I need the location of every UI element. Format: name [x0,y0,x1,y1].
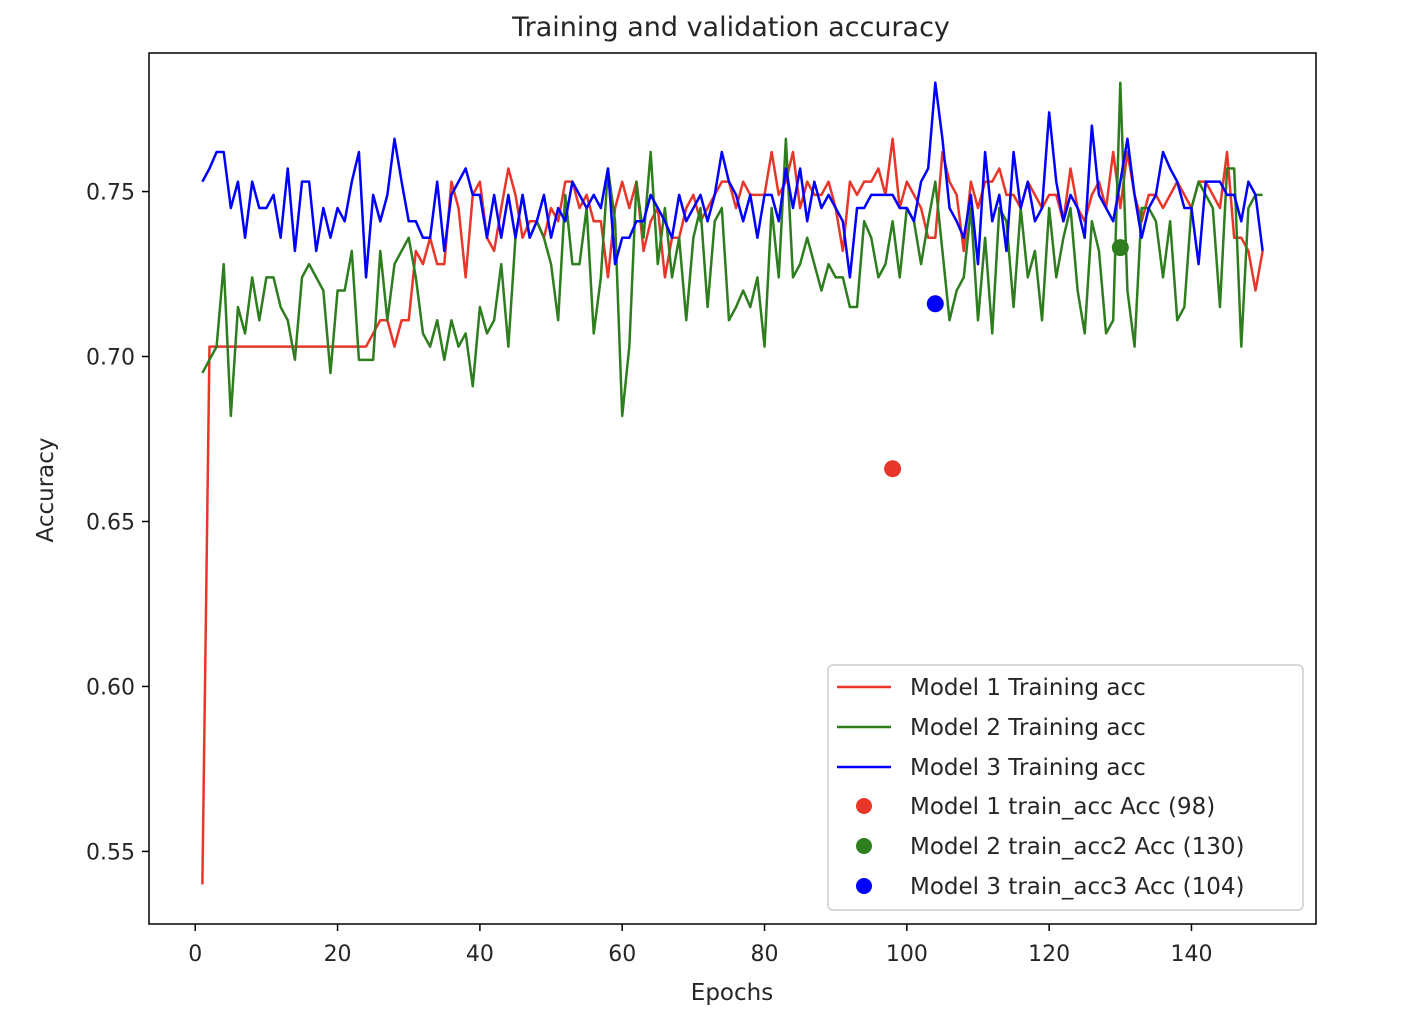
series-line [201,81,1264,279]
highlight-point [1111,239,1129,257]
legend-label: Model 3 train_acc3 Acc (104) [910,874,1244,900]
x-tick-label: 40 [466,942,494,967]
y-tick-label: 0.65 [86,510,135,535]
x-tick-label: 60 [608,942,636,967]
y-tick-label: 0.70 [86,346,135,371]
plot-area [148,52,1317,925]
y-tick-label: 0.75 [86,181,135,206]
highlight-point [884,460,902,478]
legend-label: Model 1 Training acc [910,675,1146,701]
x-tick-label: 100 [886,942,928,967]
legend-box [827,664,1304,911]
legend-dot-marker [856,878,872,894]
series-layer [201,81,1264,885]
legend-dot-marker [856,838,872,854]
series-line [201,81,1263,418]
legend-entry: Model 2 train_acc2 Acc (130) [856,834,1244,860]
x-axis-ticks: 0 20 40 60 80 100 120 140 [188,924,1212,967]
y-tick-label: 0.60 [86,675,135,700]
legend-label: Model 2 Training acc [910,715,1146,741]
legend: Model 1 Training acc Model 2 Training ac… [827,664,1304,911]
legend-label: Model 3 Training acc [910,755,1146,781]
x-tick-label: 0 [188,942,202,967]
highlight-point [926,295,944,313]
chart-title: Training and validation accuracy [511,12,950,43]
y-axis-ticks: 0.55 0.60 0.65 0.70 0.75 [86,181,149,865]
x-tick-label: 140 [1170,942,1212,967]
y-axis-label: Accuracy [33,437,59,542]
legend-entry: Model 3 Training acc [837,755,1146,781]
legend-entry: Model 1 train_acc Acc (98) [856,794,1215,820]
y-tick-label: 0.55 [86,840,135,865]
points-layer [884,239,1129,478]
x-axis-label: Epochs [691,980,773,1006]
x-tick-label: 120 [1028,942,1070,967]
legend-label: Model 2 train_acc2 Acc (130) [910,834,1244,860]
legend-label: Model 1 train_acc Acc (98) [910,794,1215,820]
x-tick-label: 80 [751,942,779,967]
legend-dot-marker [856,798,872,814]
x-tick-label: 20 [324,942,352,967]
legend-entry: Model 1 Training acc [837,675,1146,701]
legend-entry: Model 3 train_acc3 Acc (104) [856,874,1244,900]
legend-entry: Model 2 Training acc [837,715,1146,741]
